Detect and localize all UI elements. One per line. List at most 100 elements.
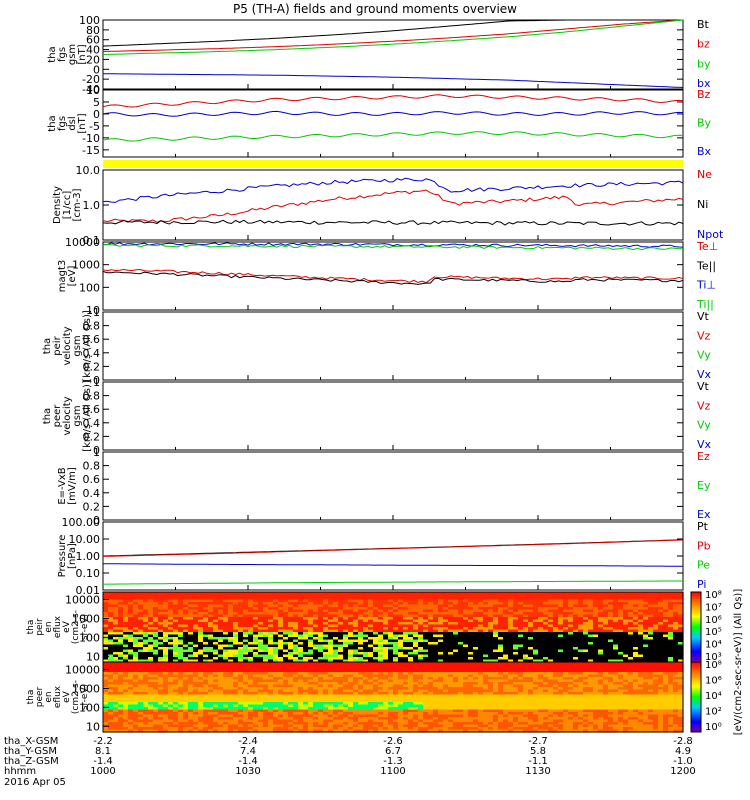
y-axis-title: [nT] [77,113,88,133]
spectro-cell [458,604,464,608]
spectro-cell [433,639,439,643]
spectro-cell [313,682,319,686]
spectro-cell [118,712,124,716]
spectro-cell [273,619,279,623]
spectro-cell [588,649,594,653]
spectro-cell [303,659,309,663]
spectro-cell [673,639,679,643]
spectro-cell [653,599,659,603]
spectro-cell [543,637,549,641]
spectro-cell [598,612,604,616]
spectro-cell [323,632,329,636]
spectro-cell [238,592,244,596]
spectro-cell [268,639,274,643]
spectro-cell [293,722,299,726]
spectro-cell [163,702,169,706]
spectro-cell [173,617,179,621]
spectro-cell [578,617,584,621]
spectro-cell [348,692,354,696]
spectro-cell [408,609,414,613]
spectro-cell [503,629,509,633]
spectro-cell [148,684,154,688]
spectro-cell [353,622,359,626]
spectro-cell [323,624,329,628]
spectro-cell [413,644,419,648]
spectro-cell [198,714,204,718]
spectro-cell [168,692,174,696]
spectro-cell [373,647,379,651]
spectro-cell [593,619,599,623]
y-tick-label: 10000 [65,594,100,607]
spectro-cell [583,654,589,658]
spectro-cell [143,687,149,691]
spectro-cell [558,604,564,608]
spectro-cell [493,642,499,646]
spectro-cell [203,702,209,706]
spectro-cell [458,624,464,628]
y-axis-title: tha [47,115,58,131]
spectro-cell [443,599,449,603]
spectro-cell [403,642,409,646]
spectro-cell [323,607,329,611]
spectro-cell [223,672,229,676]
spectro-cell [448,647,454,651]
spectro-cell [148,709,154,713]
spectro-cell [463,604,469,608]
spectro-cell [123,687,129,691]
spectro-cell [173,669,179,673]
spectro-cell [408,649,414,653]
spectro-cell [268,614,274,618]
spectro-cell [348,669,354,673]
spectro-cell [518,629,524,633]
spectro-cell [293,614,299,618]
spectro-cell [248,594,254,598]
spectro-cell [118,607,124,611]
spectro-cell [678,644,684,648]
spectro-cell [673,612,679,616]
spectro-cell [348,594,354,598]
spectro-cell [273,642,279,646]
spectro-cell [328,727,334,731]
spectro-cell [218,657,224,661]
spectro-cell [318,639,324,643]
spectro-cell [488,654,494,658]
spectro-cell [428,634,434,638]
spectro-cell [318,682,324,686]
spectro-cell [353,674,359,678]
spectro-cell [153,694,159,698]
spectro-cell [343,634,349,638]
spectro-cell [438,644,444,648]
spectro-cell [283,597,289,601]
spectro-cell [528,597,534,601]
spectro-cell [338,677,344,681]
spectro-cell [383,619,389,623]
spectro-cell [628,609,634,613]
spectro-cell [378,594,384,598]
spectro-cell [428,637,434,641]
spectro-cell [238,667,244,671]
spectro-cell [558,637,564,641]
spectro-cell [593,599,599,603]
spectro-cell [428,654,434,658]
spectro-cell [303,719,309,723]
spectro-cell [333,624,339,628]
spectro-cell [568,622,574,626]
spectro-cell [258,664,264,668]
spectro-cell [253,702,259,706]
spectro-cell [503,614,509,618]
spectro-cell [673,634,679,638]
spectro-cell [328,607,334,611]
spectro-cell [348,659,354,663]
spectro-cell [623,632,629,636]
spectro-cell [333,647,339,651]
spectro-cell [673,657,679,661]
spectro-cell [493,644,499,648]
spectro-cell [108,592,114,596]
spectro-cell [648,609,654,613]
spectro-cell [483,622,489,626]
spectro-cell [308,634,314,638]
spectro-cell [378,607,384,611]
spectro-cell [418,594,424,598]
spectro-cell [158,722,164,726]
